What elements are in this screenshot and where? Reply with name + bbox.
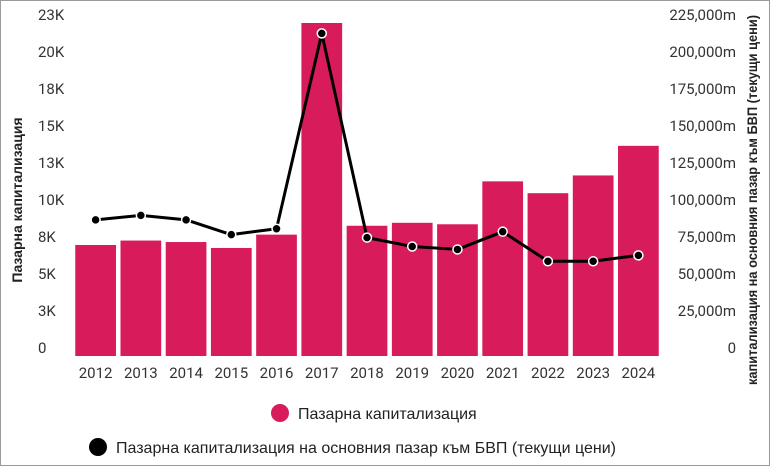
y-left-tick-label: 0: [38, 339, 46, 357]
line-point-2019[interactable]: [406, 241, 418, 252]
legend-item-bars[interactable]: Пазарна капитализация: [271, 404, 477, 423]
bar-2015[interactable]: [210, 247, 252, 356]
x-tick-label: 2018: [350, 364, 384, 382]
bar-2014[interactable]: [165, 242, 207, 356]
line-point-2018[interactable]: [361, 232, 373, 243]
line-layer: [90, 28, 644, 267]
y-right-tick-label: 25,000m: [678, 302, 736, 320]
legend-line-marker: [89, 438, 107, 456]
y-left-tick-label: 23K: [38, 6, 65, 24]
bars-layer: [75, 23, 659, 356]
x-tick-label: 2023: [576, 364, 610, 382]
legend-line-label: Пазарна капитализация на основния пазар …: [116, 440, 616, 457]
line-point-2016[interactable]: [271, 223, 282, 234]
x-tick-label: 2024: [622, 364, 656, 382]
x-tick-label: 2021: [486, 364, 520, 382]
y-right-tick-label: 150,000m: [669, 117, 736, 135]
line-point-2013[interactable]: [135, 210, 147, 221]
x-tick-label: 2022: [531, 364, 565, 382]
y-right-tick-label: 50,000m: [678, 265, 736, 283]
y-right-tick-label: 225,000m: [669, 6, 736, 24]
y-left-tick-label: 18K: [38, 80, 65, 98]
x-tick-label: 2013: [124, 364, 158, 382]
bar-2016[interactable]: [256, 234, 297, 356]
x-axis-ticks: 2012 2013 2014 2015 2016 2017 2018 2019 2020 2021…: [79, 364, 656, 382]
x-tick-label: 2015: [214, 364, 248, 382]
y-right-tick-label: 200,000m: [669, 43, 736, 61]
y-right-axis-title: капитализация на основния пазар към БВП …: [744, 15, 760, 385]
line-point-2022[interactable]: [542, 256, 554, 267]
line-point-2012[interactable]: [90, 214, 101, 226]
y-left-tick-label: 13K: [38, 154, 65, 172]
x-tick-label: 2019: [395, 364, 429, 382]
bar-2012[interactable]: [75, 245, 116, 356]
legend-item-line[interactable]: Пазарна капитализация на основния пазар …: [89, 438, 616, 457]
y-right-tick-label: 125,000m: [669, 154, 736, 172]
y-left-axis-title: Пазарна капитализация: [9, 117, 25, 282]
y-right-tick-label: 175,000m: [669, 80, 736, 98]
x-tick-label: 2016: [260, 364, 294, 382]
line-point-2017[interactable]: [316, 28, 328, 39]
line-point-2021[interactable]: [497, 226, 508, 237]
y-left-tick-label: 10K: [38, 191, 65, 209]
y-right-tick-label: 100,000m: [669, 191, 736, 209]
x-tick-label: 2017: [305, 364, 339, 382]
bar-2013[interactable]: [120, 240, 162, 356]
legend-bar-label: Пазарна капитализация: [298, 406, 477, 423]
x-tick-label: 2014: [169, 364, 203, 382]
x-tick-label: 2012: [79, 364, 113, 382]
y-left-tick-label: 3K: [38, 302, 56, 320]
right-axis-ticks: 0 25,000m 50,000m 75,000m 100,000m 125,000m 15…: [669, 6, 736, 357]
y-left-tick-label: 5K: [38, 265, 56, 283]
y-left-tick-label: 15K: [38, 117, 65, 135]
y-left-tick-label: 20K: [38, 43, 65, 61]
y-right-tick-label: 0: [728, 339, 736, 357]
line-point-2014[interactable]: [180, 214, 192, 226]
y-right-tick-label: 75,000m: [678, 228, 736, 246]
line-point-2024[interactable]: [633, 250, 644, 261]
bar-2017[interactable]: [301, 23, 343, 356]
left-axis-ticks: 0 3K 5K 8K 10K 13K 15K 18K 20K 23K: [38, 6, 65, 357]
line-point-2020[interactable]: [452, 244, 463, 255]
y-left-tick-label: 8K: [38, 228, 56, 246]
x-tick-label: 2020: [441, 364, 475, 382]
line-point-2015[interactable]: [226, 229, 237, 240]
legend-bar-marker: [271, 404, 289, 422]
legend: Пазарна капитализация Пазарна капитализа…: [89, 404, 616, 457]
bar-2022[interactable]: [527, 193, 569, 356]
line-point-2023[interactable]: [587, 256, 599, 267]
bar-2018[interactable]: [346, 225, 388, 356]
bar-2021[interactable]: [482, 181, 524, 356]
